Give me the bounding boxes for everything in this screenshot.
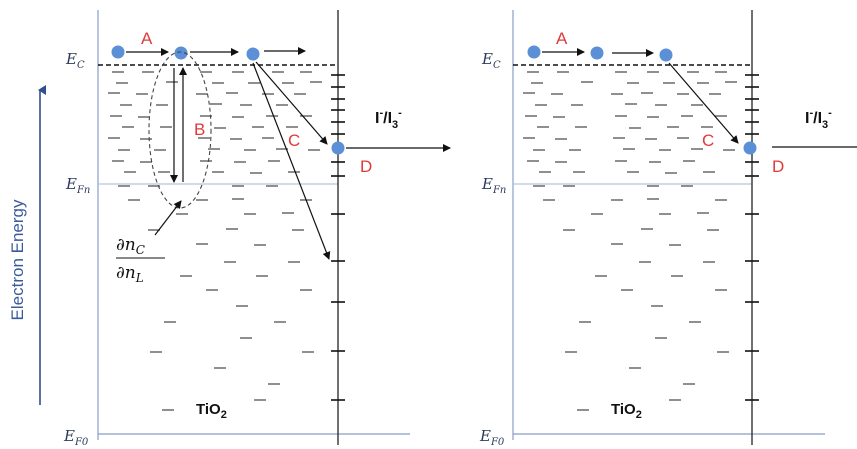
- left-electron-surface: [331, 141, 345, 155]
- right-efn-label: EFn: [481, 175, 506, 196]
- right-electron-surface: [743, 141, 757, 155]
- derivative-denominator: ∂nL: [116, 263, 144, 285]
- left-trap-states: [108, 71, 322, 411]
- right-panel: EC EFn EF0 A C D I-/I3- TiO2: [479, 10, 857, 448]
- right-electron-2: [590, 46, 604, 60]
- derivative-pointer: [154, 200, 182, 236]
- right-ec-label: EC: [481, 50, 501, 71]
- left-ef0-label: EF0: [63, 427, 89, 448]
- left-surface-states: [331, 74, 345, 401]
- left-label-d: D: [360, 157, 372, 176]
- left-label-a: A: [141, 29, 153, 48]
- left-label-c: C: [288, 131, 300, 150]
- right-label-c: C: [702, 131, 714, 150]
- recombination-arrow-c: [255, 61, 328, 145]
- right-label-d: D: [772, 157, 784, 176]
- left-efn-label: EFn: [65, 175, 90, 196]
- right-trap-states: [523, 71, 737, 411]
- right-recombination-arrow-c: [668, 62, 739, 144]
- trapping-ellipse: [148, 51, 212, 209]
- derivative-expression: ∂nC ∂nL: [116, 235, 165, 285]
- left-electron-3: [246, 47, 260, 61]
- left-electron-2: [174, 46, 188, 60]
- right-surface-states: [745, 74, 759, 401]
- left-label-b: B: [194, 120, 205, 139]
- left-ec-label: EC: [65, 50, 85, 71]
- right-ef0-label: EF0: [479, 427, 505, 448]
- left-material-label: TiO2: [196, 401, 227, 421]
- right-electron-3: [659, 48, 673, 62]
- left-redox-label: I-/I3-: [375, 107, 402, 131]
- left-electron-1: [111, 45, 125, 59]
- right-electron-1: [527, 45, 541, 59]
- right-material-label: TiO2: [611, 401, 642, 421]
- recombination-arrow-deep: [252, 62, 331, 260]
- right-label-a: A: [556, 29, 568, 48]
- axis-title: Electron Energy: [8, 199, 27, 320]
- derivative-numerator: ∂nC: [116, 235, 145, 257]
- left-panel: EC EFn EF0 A B C D I-/I3- ∂nC ∂: [63, 10, 451, 448]
- right-redox-label: I-/I3-: [805, 107, 832, 131]
